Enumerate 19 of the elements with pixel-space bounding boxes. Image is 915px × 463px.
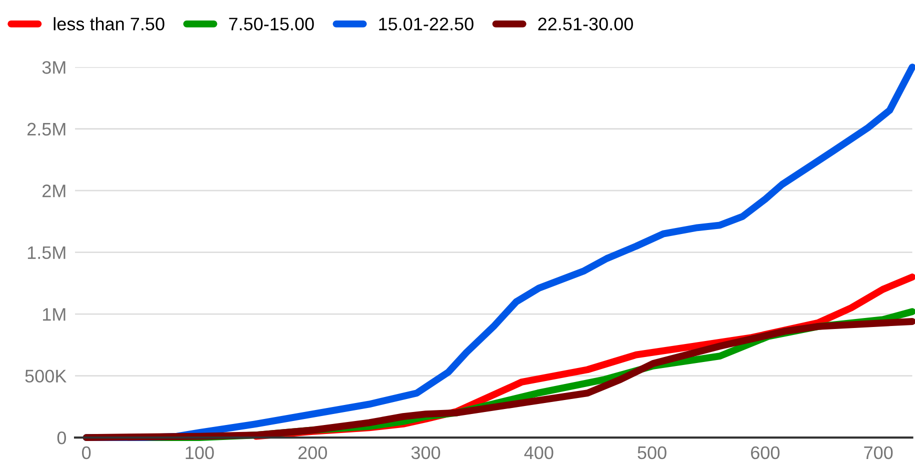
legend-label: less than 7.50 [54, 17, 164, 30]
x-tick-label: 200 [298, 446, 327, 460]
y-tick-label: 500K [25, 370, 66, 383]
y-tick-label: 1.5M [28, 246, 66, 260]
x-tick-label: 500 [638, 446, 666, 460]
legend-label: 7.50-15.00 [229, 18, 314, 30]
x-tick-label: 300 [411, 446, 440, 460]
x-tick-label: 400 [524, 446, 554, 460]
y-tick-label: 1M [42, 308, 66, 321]
y-tick-label: 0 [57, 431, 66, 444]
x-tick-label: 600 [751, 446, 780, 460]
x-tick-label: 100 [186, 446, 214, 460]
y-tick-label: 2M [42, 184, 66, 198]
x-tick-label: 0 [82, 446, 91, 460]
y-tick-label: 2.5M [27, 122, 66, 136]
x-tick-label: 700 [864, 446, 893, 460]
y-tick-label: 3M [42, 61, 66, 74]
legend-label: 22.51-30.00 [538, 18, 633, 30]
legend-label: 15.01-22.50 [379, 18, 474, 30]
